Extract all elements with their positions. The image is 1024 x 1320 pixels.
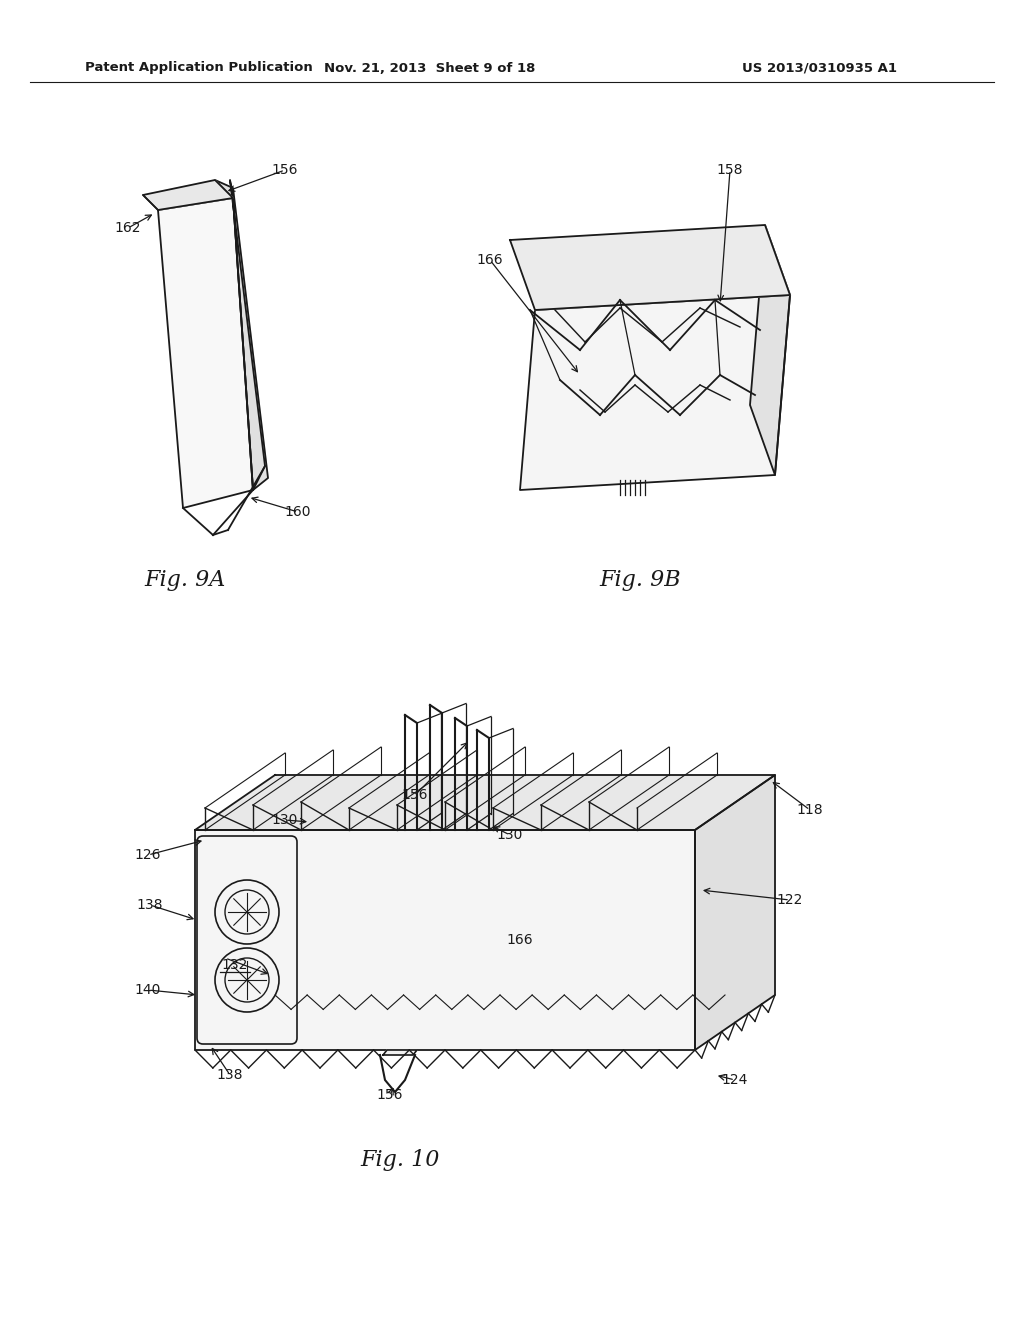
Text: 130: 130	[497, 828, 523, 842]
Polygon shape	[520, 294, 790, 490]
Text: 166: 166	[477, 253, 504, 267]
Polygon shape	[695, 775, 775, 1049]
Text: 132: 132	[222, 958, 248, 972]
Text: 156: 156	[271, 162, 298, 177]
Text: 156: 156	[401, 788, 428, 803]
Text: 140: 140	[135, 983, 161, 997]
Text: 122: 122	[777, 894, 803, 907]
Polygon shape	[383, 1049, 417, 1055]
Text: 156: 156	[377, 1088, 403, 1102]
Text: Fig. 9A: Fig. 9A	[144, 569, 225, 591]
Text: 138: 138	[217, 1068, 244, 1082]
Text: 138: 138	[137, 898, 163, 912]
Text: 130: 130	[271, 813, 298, 828]
Polygon shape	[195, 830, 695, 1049]
Text: 160: 160	[285, 506, 311, 519]
Text: 166: 166	[507, 933, 534, 946]
Polygon shape	[750, 224, 790, 475]
Text: 118: 118	[797, 803, 823, 817]
Text: US 2013/0310935 A1: US 2013/0310935 A1	[742, 62, 897, 74]
Text: Fig. 10: Fig. 10	[360, 1148, 439, 1171]
Text: 158: 158	[717, 162, 743, 177]
Text: Nov. 21, 2013  Sheet 9 of 18: Nov. 21, 2013 Sheet 9 of 18	[325, 62, 536, 74]
Polygon shape	[510, 224, 790, 310]
Text: 124: 124	[722, 1073, 749, 1086]
Polygon shape	[230, 180, 265, 490]
Text: Patent Application Publication: Patent Application Publication	[85, 62, 312, 74]
Text: 126: 126	[135, 847, 161, 862]
Polygon shape	[195, 775, 775, 830]
Text: 162: 162	[115, 220, 141, 235]
Polygon shape	[143, 180, 233, 210]
Polygon shape	[215, 180, 268, 490]
Polygon shape	[158, 198, 253, 508]
Text: Fig. 9B: Fig. 9B	[599, 569, 681, 591]
